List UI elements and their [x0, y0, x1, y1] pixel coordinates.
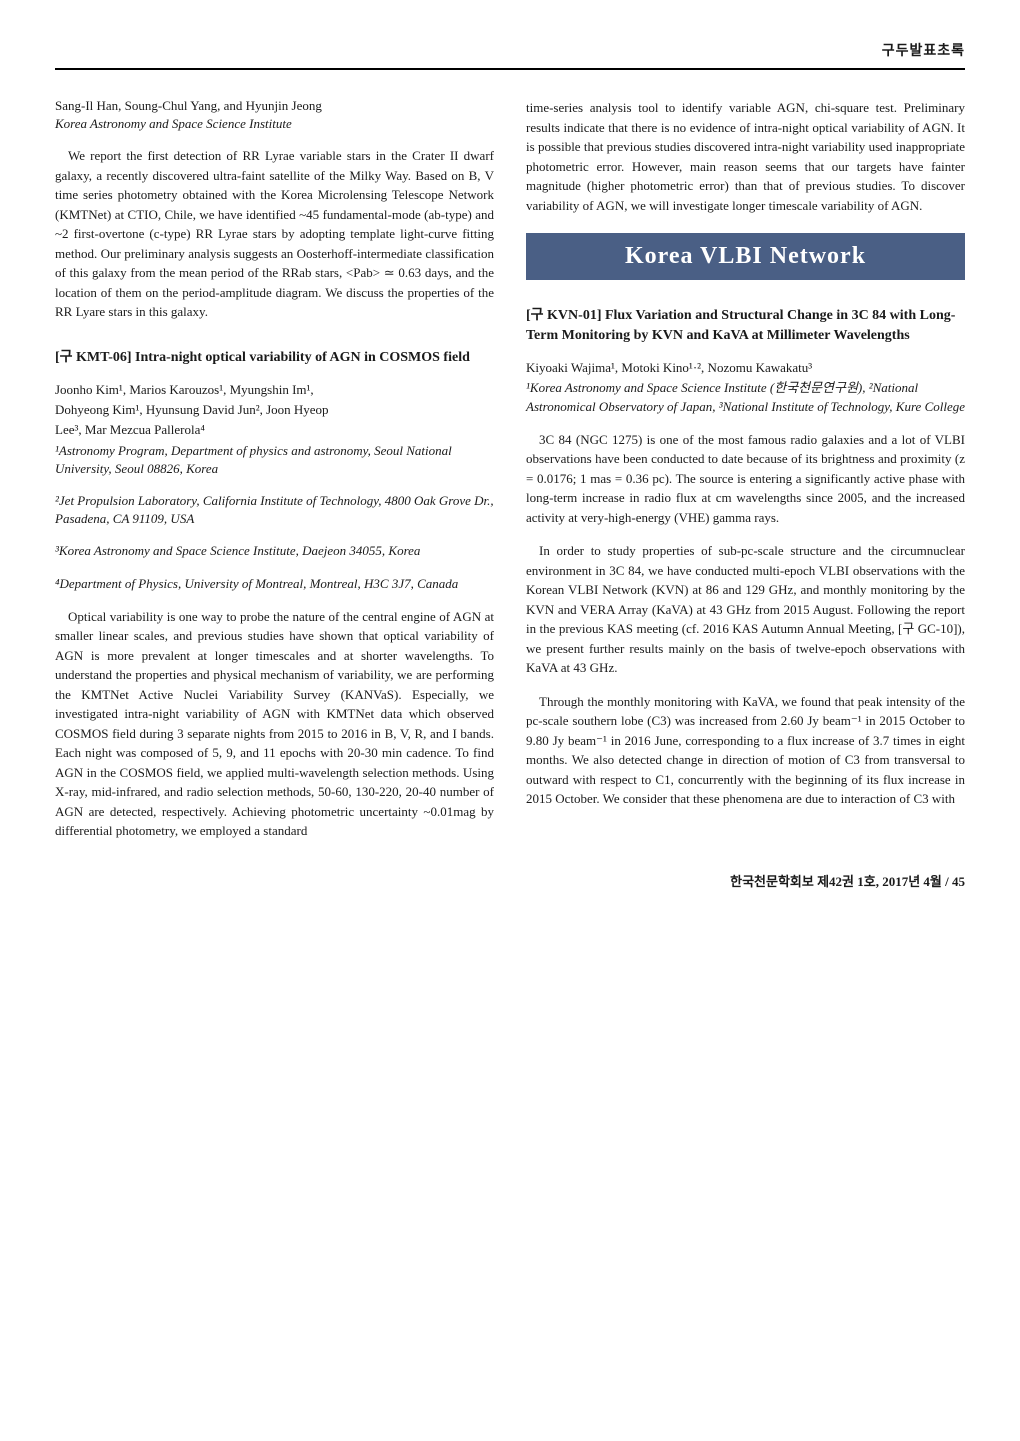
kmt06-affiliation3: ³Korea Astronomy and Space Science Insti…	[55, 542, 494, 560]
kmt06-section: [구 KMT-06] Intra-night optical variabili…	[55, 348, 494, 841]
kvn01-para2: In order to study properties of sub-pc-s…	[526, 541, 965, 678]
kmt05-authors: Sang-Il Han, Soung-Chul Yang, and Hyunji…	[55, 98, 494, 114]
kmt06-authors-line2: Dohyeong Kim¹, Hyunsung David Jun², Joon…	[55, 401, 494, 419]
right-column: time-series analysis tool to identify va…	[526, 98, 965, 841]
page-header: 구두발표초록	[55, 40, 965, 70]
kvn01-section: [구 KVN-01] Flux Variation and Structural…	[526, 306, 965, 809]
left-column: Sang-Il Han, Soung-Chul Yang, and Hyunji…	[55, 98, 494, 841]
kmt06-affiliation2: ²Jet Propulsion Laboratory, California I…	[55, 492, 494, 528]
kmt06-affiliation4: ⁴Department of Physics, University of Mo…	[55, 575, 494, 593]
kmt06-affiliation1: ¹Astronomy Program, Department of physic…	[55, 442, 494, 478]
header-label: 구두발표초록	[55, 40, 965, 60]
kmt06-abstract: Optical variability is one way to probe …	[55, 607, 494, 841]
kvn01-title: [구 KVN-01] Flux Variation and Structural…	[526, 306, 965, 345]
kvn01-authors: Kiyoaki Wajima¹, Motoki Kino¹·², Nozomu …	[526, 359, 965, 377]
content-columns: Sang-Il Han, Soung-Chul Yang, and Hyunji…	[55, 98, 965, 841]
kmt06-title: [구 KMT-06] Intra-night optical variabili…	[55, 348, 494, 368]
kmt05-section: Sang-Il Han, Soung-Chul Yang, and Hyunji…	[55, 98, 494, 322]
kmt05-abstract: We report the first detection of RR Lyra…	[55, 146, 494, 322]
kvn01-affiliation: ¹Korea Astronomy and Space Science Insti…	[526, 379, 965, 415]
kvn01-para3: Through the monthly monitoring with KaVA…	[526, 692, 965, 809]
kmt06-authors-line3: Lee³, Mar Mezcua Pallerola⁴	[55, 421, 494, 439]
kmt06-continued: time-series analysis tool to identify va…	[526, 98, 965, 215]
kmt05-affiliation: Korea Astronomy and Space Science Instit…	[55, 116, 494, 132]
page-footer: 한국천문학회보 제42권 1호, 2017년 4월 / 45	[55, 871, 965, 890]
kvn-banner: Korea VLBI Network	[526, 233, 965, 280]
kvn01-para1: 3C 84 (NGC 1275) is one of the most famo…	[526, 430, 965, 528]
header-divider	[55, 68, 965, 70]
kmt06-authors-line1: Joonho Kim¹, Marios Karouzos¹, Myungshin…	[55, 381, 494, 399]
